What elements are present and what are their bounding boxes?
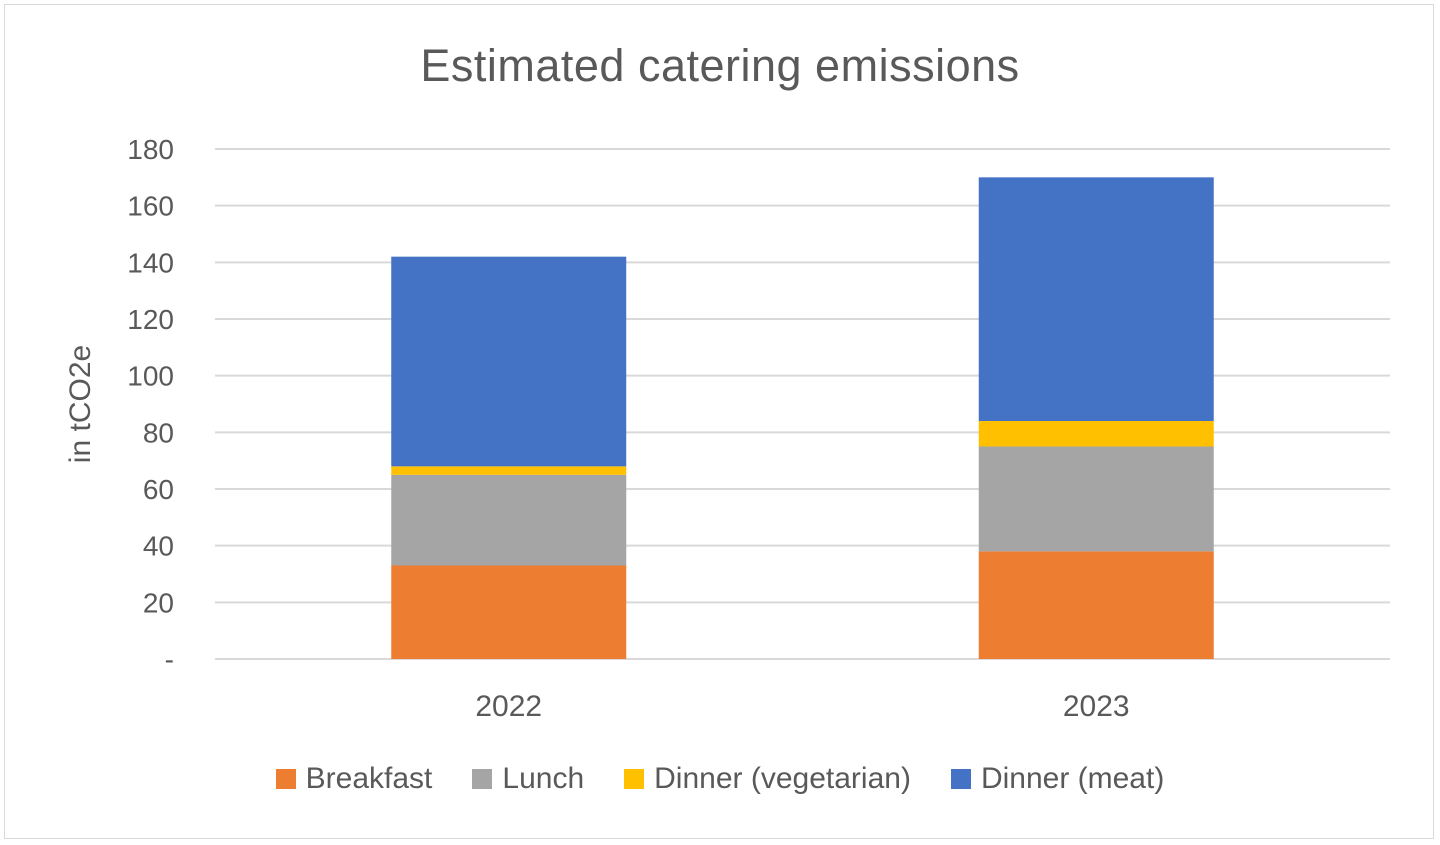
y-tick-label: 60 xyxy=(143,474,174,505)
bar-segment xyxy=(391,565,627,659)
legend-swatch xyxy=(472,769,493,789)
legend-swatch xyxy=(624,769,645,789)
y-tick-label: 180 xyxy=(127,134,174,165)
bar-segment xyxy=(391,474,627,566)
bar-segment xyxy=(978,421,1214,447)
y-tick-label: - xyxy=(165,644,174,675)
bar-segment xyxy=(978,551,1214,659)
legend-label: Dinner (vegetarian) xyxy=(654,762,911,795)
x-tick-label: 2022 xyxy=(475,690,542,723)
y-tick-label: 40 xyxy=(143,531,174,562)
bar-segment xyxy=(978,177,1214,421)
y-tick-label: 100 xyxy=(127,361,174,392)
chart-legend: Breakfast Lunch Dinner (vegetarian) Dinner … xyxy=(0,762,1440,796)
legend-item: Dinner (meat) xyxy=(950,762,1165,796)
legend-item: Lunch xyxy=(472,762,584,796)
legend-label: Breakfast xyxy=(305,762,433,795)
legend-item: Breakfast xyxy=(275,762,433,796)
x-tick-label: 2023 xyxy=(1063,690,1130,723)
y-tick-label: 80 xyxy=(143,417,174,448)
legend-label: Lunch xyxy=(502,762,585,795)
legend-swatch xyxy=(950,769,971,789)
y-tick-label: 160 xyxy=(127,191,174,222)
y-tick-label: 120 xyxy=(127,304,174,335)
legend-swatch xyxy=(275,769,296,789)
bar-segment xyxy=(978,446,1214,552)
legend-item: Dinner (vegetarian) xyxy=(624,762,911,796)
legend-label: Dinner (meat) xyxy=(980,762,1165,795)
bar-segment xyxy=(391,466,627,475)
y-axis-title: in tCO2e xyxy=(64,345,97,463)
bar-segment xyxy=(391,256,627,467)
y-tick-label: 140 xyxy=(127,247,174,278)
y-tick-label: 20 xyxy=(143,587,174,618)
chart-title: Estimated catering emissions xyxy=(420,40,1020,91)
